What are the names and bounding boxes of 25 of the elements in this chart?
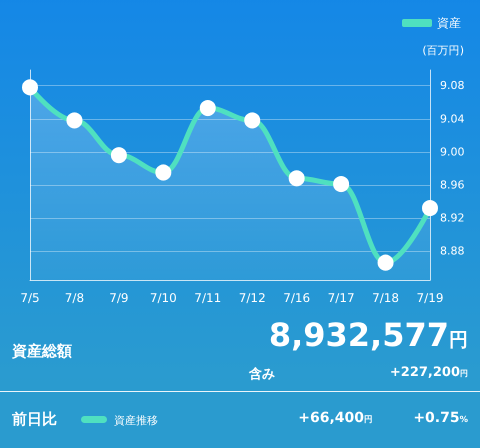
- legend-label: 資産: [437, 16, 461, 30]
- y-axis-title: (百万円): [422, 44, 464, 57]
- x-tick-label: 7/9: [109, 291, 129, 305]
- text: 8,932,577円: [268, 316, 468, 354]
- y-tick-label: 9.04: [440, 112, 464, 126]
- x-tick-label: 7/8: [64, 291, 84, 305]
- y-tick-label: 9.08: [440, 79, 464, 92]
- x-tick-label: 7/16: [283, 291, 310, 305]
- x-tick-label: 7/17: [328, 291, 355, 305]
- y-tick-label: 8.92: [440, 211, 464, 224]
- text: 含み: [249, 366, 275, 383]
- x-tick-label: 7/19: [416, 291, 444, 305]
- y-tick-label: 8.88: [440, 244, 464, 258]
- text: +66,400円: [298, 410, 372, 426]
- text: 資産総額: [12, 342, 72, 361]
- x-tick-label: 7/12: [238, 291, 266, 305]
- y-tick-label: 9.00: [440, 145, 464, 158]
- x-tick-label: 7/11: [194, 291, 222, 305]
- text: 前日比: [12, 410, 57, 429]
- x-tick-label: 7/18: [372, 291, 400, 305]
- x-tick-label: 7/5: [20, 291, 40, 305]
- text: +0.75%: [413, 410, 468, 426]
- y-tick-label: 8.96: [440, 178, 464, 192]
- x-tick-label: 7/10: [150, 291, 177, 305]
- text: 資産推移: [114, 413, 158, 428]
